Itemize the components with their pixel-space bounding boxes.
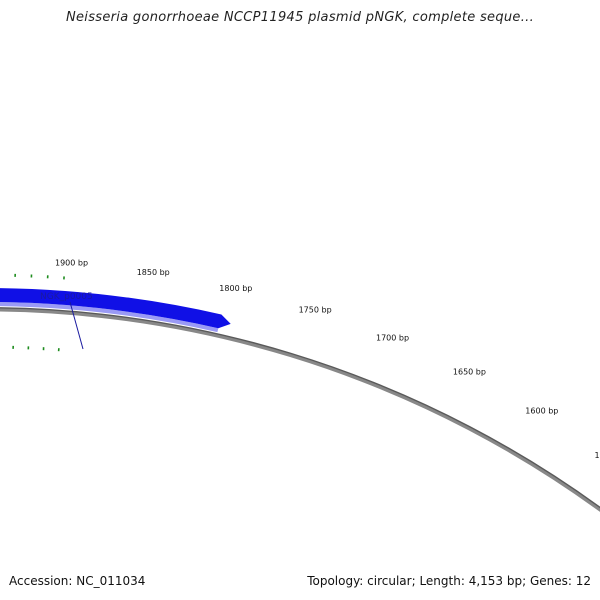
tick-label: 1900 bp <box>55 258 88 267</box>
accession-label: Accession: NC_011034 <box>9 574 146 588</box>
tick-label: 1550 bp <box>595 451 600 460</box>
tick-ring-inner <box>12 345 60 352</box>
gene-feature-shadow <box>0 302 219 333</box>
gene-label-ngk-p0005[interactable]: NGK_p0005 <box>40 292 93 302</box>
tick-labels: 1550 bp 1600 bp 1650 bp 1700 bp 1750 bp 1800 … <box>55 258 600 460</box>
tick-label: 1750 bp <box>299 306 332 315</box>
gene-label-leader <box>69 301 84 350</box>
tick-ring-outer <box>14 273 65 280</box>
backbone-shadow <box>0 307 600 510</box>
tick-label: 1600 bp <box>525 407 558 416</box>
tick-label: 1850 bp <box>137 268 170 277</box>
gene-feature-ngk-p0005[interactable] <box>0 288 231 329</box>
topology-summary: Topology: circular; Length: 4,153 bp; Ge… <box>307 574 591 588</box>
tick-label: 1800 bp <box>219 284 252 293</box>
tick-label: 1650 bp <box>453 368 486 377</box>
tick-label: 1700 bp <box>376 333 409 342</box>
plasmid-backbone <box>0 308 600 513</box>
map-title: Neisseria gonorrhoeae NCCP11945 plasmid … <box>65 10 535 25</box>
